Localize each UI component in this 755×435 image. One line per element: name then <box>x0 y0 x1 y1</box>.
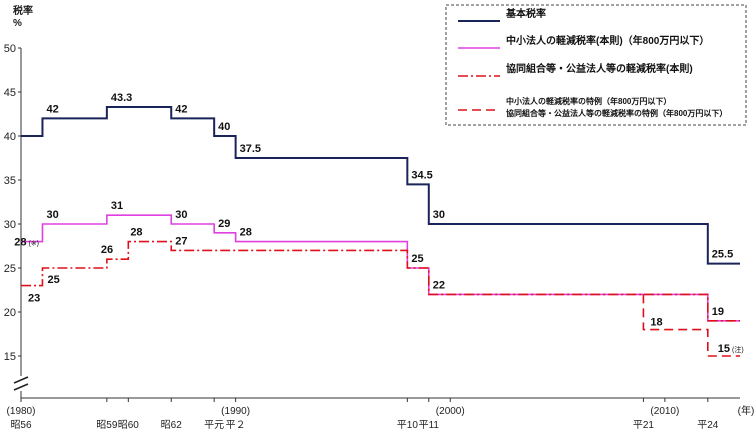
x-tick-era-label: 平21 <box>633 420 655 431</box>
data-label: 15 (注) <box>718 343 744 355</box>
data-label: 30 <box>175 209 187 221</box>
series-line-3 <box>642 294 740 357</box>
x-tick-era-label: 平24 <box>697 420 719 431</box>
x-tick-era-label: 昭56 <box>10 419 32 431</box>
axes: 税率% 15 20 25 30 35 40 45 50 (1980) 昭56 昭59 昭60 昭62 平元 (… <box>4 4 755 431</box>
data-label: 28 <box>240 227 252 239</box>
y-tick-label: 25 <box>4 263 16 275</box>
data-label: 28 (※) <box>14 237 39 249</box>
axis-break-icon <box>13 376 29 391</box>
data-label: 26 <box>101 244 113 256</box>
data-label: 40 <box>218 121 230 133</box>
data-label: 22 <box>433 279 445 291</box>
data-label: 34.5 <box>411 169 432 181</box>
legend-box <box>445 4 747 126</box>
y-tick-label: 15 <box>4 351 16 363</box>
data-label: 25.5 <box>712 249 733 261</box>
y-tick-label: 35 <box>4 175 16 187</box>
data-label: 30 <box>46 209 58 221</box>
data-label: 19 <box>712 306 724 318</box>
x-tick-year-label: (1980) <box>7 406 36 417</box>
data-label: 42 <box>46 103 58 115</box>
y-tick-label: 50 <box>4 43 16 55</box>
x-tick-era-label: 昭60 <box>118 419 140 431</box>
x-tick-year-label: (2010) <box>650 406 679 417</box>
series-line-2 <box>21 240 740 322</box>
x-axis-unit-label: (年) <box>738 404 755 417</box>
x-tick-era-label: 昭59 <box>96 419 118 431</box>
data-label: 25 <box>411 253 423 265</box>
data-label: 30 <box>433 209 445 221</box>
data-label: 25 <box>47 274 59 286</box>
y-axis-unit-label: % <box>13 18 22 29</box>
legend-entry-label: 協同組合等・公益法人等の軽減税率(本則) <box>506 62 693 75</box>
legend-entry-label: 協同組合等・公益法人等の軽減税率の特例（年800万円以下） <box>506 108 727 118</box>
y-tick-label: 45 <box>4 87 16 99</box>
x-tick-era-label: 平元 <box>204 420 224 431</box>
legend-entry-label: 中小法人の軽減税率の特例（年800万円以下） <box>506 96 671 106</box>
x-tick-era-label: 平11 <box>419 420 440 431</box>
x-tick-era-label: 平２ <box>226 420 246 431</box>
data-label: 18 <box>650 317 662 329</box>
series-layer <box>21 105 740 357</box>
y-axis-unit-label: 税率 <box>13 4 33 17</box>
data-label: 43.3 <box>111 92 132 104</box>
data-label-note: (※) <box>28 241 39 248</box>
data-label: 23 <box>28 293 40 305</box>
data-label: 28 <box>130 227 142 239</box>
data-label: 42 <box>175 103 187 115</box>
data-label: 31 <box>111 200 123 212</box>
data-label: 29 <box>218 218 230 230</box>
x-tick-year-label: (1990) <box>221 406 250 417</box>
y-tick-label: 40 <box>4 131 16 143</box>
legend-entry-label: 中小法人の軽減税率(本則)（年800万円以下） <box>506 34 709 47</box>
data-label: 37.5 <box>240 143 261 155</box>
data-label: 27 <box>175 235 187 247</box>
x-tick-year-label: (2000) <box>436 406 465 417</box>
y-tick-label: 30 <box>4 219 16 231</box>
x-tick-era-label: 昭62 <box>161 419 183 431</box>
series-line-1 <box>21 214 740 322</box>
series-line-0 <box>21 105 740 265</box>
x-tick-era-label: 平10 <box>397 420 419 431</box>
data-label-note: (注) <box>732 345 744 354</box>
y-tick-label: 20 <box>4 307 16 319</box>
legend-entry-label: 基本税率 <box>505 7 546 20</box>
